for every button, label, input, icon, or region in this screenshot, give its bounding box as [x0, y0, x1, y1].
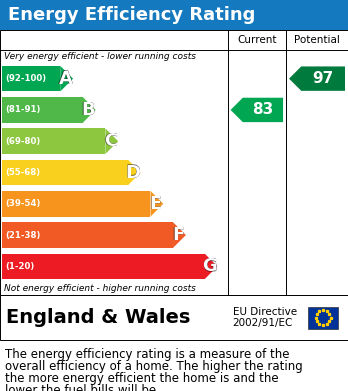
Text: D: D [125, 163, 140, 181]
Text: overall efficiency of a home. The higher the rating: overall efficiency of a home. The higher… [5, 360, 303, 373]
Text: Not energy efficient - higher running costs: Not energy efficient - higher running co… [4, 284, 196, 293]
Bar [2, 191, 150, 217]
Text: the more energy efficient the home is and the: the more energy efficient the home is an… [5, 372, 279, 385]
Text: F: F [172, 226, 184, 244]
Polygon shape [83, 97, 96, 123]
Text: (1-20): (1-20) [5, 262, 34, 271]
Text: A: A [58, 70, 72, 88]
Text: A: A [58, 69, 72, 88]
Text: D: D [126, 164, 141, 182]
Text: C: C [104, 132, 117, 150]
Text: G: G [203, 257, 218, 275]
Bar [0, 295, 348, 340]
Bar [0, 30, 348, 295]
Text: England & Wales: England & Wales [6, 308, 190, 327]
Bar [2, 253, 205, 279]
Text: C: C [104, 132, 117, 150]
Text: A: A [58, 70, 72, 88]
Text: EU Directive
2002/91/EC: EU Directive 2002/91/EC [232, 307, 297, 328]
Polygon shape [60, 66, 73, 91]
Text: Very energy efficient - lower running costs: Very energy efficient - lower running co… [4, 52, 196, 61]
Text: 97: 97 [313, 71, 334, 86]
Bar [2, 97, 83, 123]
Text: D: D [126, 163, 141, 181]
Bar [2, 160, 128, 185]
Text: Energy Efficiency Rating: Energy Efficiency Rating [8, 6, 255, 24]
Bar [2, 128, 105, 154]
Text: B: B [81, 100, 95, 119]
Text: A: A [59, 70, 72, 88]
Text: (92-100): (92-100) [5, 74, 46, 83]
Text: D: D [126, 163, 141, 181]
Text: B: B [81, 101, 95, 119]
Text: A: A [58, 70, 72, 88]
Bar [0, 0, 348, 30]
Polygon shape [231, 98, 283, 122]
Text: E: E [150, 195, 162, 213]
Text: E: E [150, 195, 162, 213]
Text: (39-54): (39-54) [5, 199, 40, 208]
Text: E: E [150, 195, 162, 213]
Bar [2, 222, 173, 248]
Text: B: B [81, 101, 95, 119]
Text: C: C [104, 133, 117, 151]
Polygon shape [150, 191, 163, 217]
Text: F: F [172, 226, 184, 244]
Polygon shape [289, 66, 345, 91]
Text: F: F [172, 226, 184, 244]
Text: Current: Current [237, 35, 277, 45]
Text: 83: 83 [252, 102, 274, 117]
Text: (21-38): (21-38) [5, 231, 40, 240]
Text: E: E [149, 195, 161, 213]
Text: C: C [104, 132, 117, 150]
Text: E: E [150, 195, 162, 213]
Bar [2, 66, 60, 91]
Text: C: C [104, 132, 117, 150]
Text: (55-68): (55-68) [5, 168, 40, 177]
Text: B: B [81, 101, 95, 119]
Bar [308, 307, 338, 328]
Polygon shape [128, 160, 141, 185]
Text: Potential: Potential [294, 35, 340, 45]
Text: G: G [202, 257, 217, 275]
Text: D: D [126, 163, 141, 181]
Polygon shape [205, 253, 218, 279]
Polygon shape [173, 222, 186, 248]
Text: B: B [81, 101, 95, 119]
Polygon shape [105, 128, 118, 154]
Text: G: G [202, 257, 217, 275]
Text: (69-80): (69-80) [5, 137, 40, 146]
Text: F: F [172, 226, 184, 244]
Text: lower the fuel bills will be.: lower the fuel bills will be. [5, 384, 160, 391]
Text: The energy efficiency rating is a measure of the: The energy efficiency rating is a measur… [5, 348, 290, 361]
Text: (81-91): (81-91) [5, 106, 40, 115]
Text: F: F [172, 226, 184, 244]
Text: G: G [202, 257, 217, 275]
Text: G: G [202, 258, 217, 276]
